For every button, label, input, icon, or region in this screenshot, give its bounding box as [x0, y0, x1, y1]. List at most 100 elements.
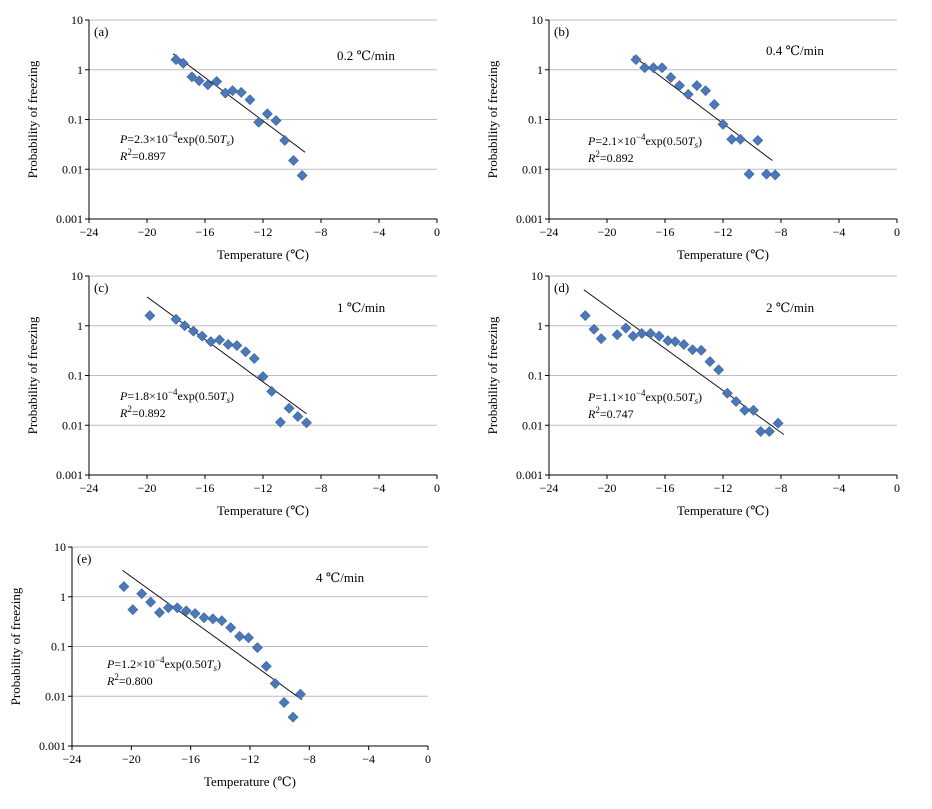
- cooling-rate-label: 0.4 ℃/min: [766, 43, 824, 58]
- data-point: [295, 688, 306, 700]
- x-tick-label: −20: [122, 752, 141, 766]
- panel-label: (a): [94, 24, 108, 39]
- x-tick-label: −4: [373, 481, 386, 495]
- data-point: [301, 417, 312, 429]
- data-point: [639, 62, 651, 74]
- data-point: [260, 660, 272, 672]
- panel-d: 0.001 0.01 0.1 1 10 −24 −20 −16 −12 −8 −4 0 Temperat…: [485, 269, 900, 518]
- data-point: [154, 607, 165, 619]
- data-point: [180, 605, 192, 617]
- y-tick-label: 0.001: [516, 468, 543, 482]
- data-point: [207, 613, 219, 625]
- x-tick-label: 0: [894, 225, 900, 239]
- y-tick-label: 1: [537, 63, 543, 77]
- data-point: [145, 596, 157, 608]
- data-point: [187, 325, 199, 337]
- data-point: [687, 344, 698, 356]
- data-point: [700, 85, 712, 97]
- data-point: [216, 615, 228, 627]
- data-point: [579, 310, 591, 322]
- panel-e: 0.001 0.01 0.1 1 10 −24 −20 −16 −12 −8 −4 0 Temperat…: [8, 540, 431, 789]
- x-tick-label: −12: [714, 481, 733, 495]
- x-tick-label: −20: [138, 225, 157, 239]
- data-point: [772, 417, 784, 429]
- data-point: [211, 76, 223, 87]
- y-axis-title: Probability of freezing: [485, 60, 500, 178]
- r-squared: R2=0.892: [587, 149, 634, 165]
- data-point: [171, 602, 183, 614]
- data-point: [708, 99, 720, 110]
- y-tick-label: 0.01: [62, 162, 83, 176]
- data-point: [222, 339, 234, 350]
- data-point: [739, 404, 751, 416]
- y-tick-label: 1: [537, 319, 543, 333]
- data-point: [653, 330, 665, 342]
- data-point: [179, 320, 191, 332]
- data-point: [713, 364, 725, 376]
- data-point: [253, 116, 265, 128]
- data-point: [244, 94, 256, 106]
- data-point: [251, 642, 263, 654]
- x-tick-label: −4: [362, 752, 375, 766]
- x-tick-label: −24: [80, 481, 99, 495]
- fit-equation: P=2.1×10−4exp(0.50Ts): [587, 132, 702, 150]
- data-point: [674, 80, 685, 92]
- data-point: [755, 426, 767, 437]
- data-point: [177, 57, 189, 69]
- data-point: [170, 54, 182, 66]
- panel-label: (e): [77, 551, 91, 566]
- data-point: [645, 328, 656, 339]
- data-point: [691, 80, 703, 92]
- y-axis-title: Probability of freezing: [485, 316, 500, 434]
- fit-equation: P=1.8×10−4exp(0.50Ts): [119, 387, 234, 405]
- data-point: [695, 344, 707, 356]
- y-tick-label: 0.1: [68, 113, 83, 127]
- data-point: [214, 334, 225, 346]
- data-point: [647, 62, 659, 74]
- data-point: [186, 71, 198, 83]
- data-point: [227, 85, 238, 97]
- data-point: [279, 134, 291, 146]
- data-point: [274, 416, 286, 428]
- data-point: [205, 336, 217, 348]
- y-axis-title: Probability of freezing: [25, 316, 40, 434]
- x-tick-label: −8: [315, 225, 328, 239]
- r-squared: R2=0.800: [106, 672, 153, 688]
- panel-b: 0.001 0.01 0.1 1 10 −24 −20 −16 −12 −8 −4 0 Temperat…: [485, 13, 900, 262]
- data-point: [292, 411, 304, 422]
- x-tick-label: −16: [196, 225, 215, 239]
- cooling-rate-label: 1 ℃/min: [337, 300, 386, 315]
- y-tick-label: 10: [71, 269, 83, 283]
- data-point: [266, 385, 278, 397]
- data-point: [196, 330, 208, 342]
- x-tick-label: −16: [656, 225, 675, 239]
- data-point: [257, 371, 269, 383]
- data-point: [630, 54, 642, 66]
- data-point: [721, 387, 733, 399]
- data-point: [763, 426, 775, 437]
- x-tick-label: −8: [775, 481, 788, 495]
- x-tick-label: −4: [833, 481, 846, 495]
- data-point: [261, 108, 273, 120]
- x-tick-label: −12: [254, 225, 273, 239]
- data-point: [748, 404, 759, 416]
- y-tick-label: 0.1: [68, 369, 83, 383]
- x-tick-label: −20: [598, 481, 617, 495]
- data-point: [231, 340, 243, 351]
- panel-c: 0.001 0.01 0.1 1 10 −24 −20 −16 −12 −8 −4 0 Temperat…: [25, 269, 440, 518]
- x-tick-label: −16: [181, 752, 200, 766]
- y-tick-label: 0.1: [528, 113, 543, 127]
- y-tick-label: 0.01: [45, 689, 66, 703]
- data-point: [743, 168, 755, 180]
- r-squared: R2=0.892: [119, 404, 166, 420]
- x-tick-label: −24: [540, 481, 559, 495]
- data-point: [627, 330, 639, 342]
- y-tick-label: 0.001: [39, 739, 66, 753]
- data-point: [269, 678, 281, 689]
- data-point: [235, 87, 247, 98]
- x-tick-label: −8: [775, 225, 788, 239]
- x-tick-label: −4: [373, 225, 386, 239]
- y-tick-label: 10: [71, 13, 83, 27]
- y-tick-label: 1: [77, 63, 83, 77]
- x-tick-label: −8: [303, 752, 316, 766]
